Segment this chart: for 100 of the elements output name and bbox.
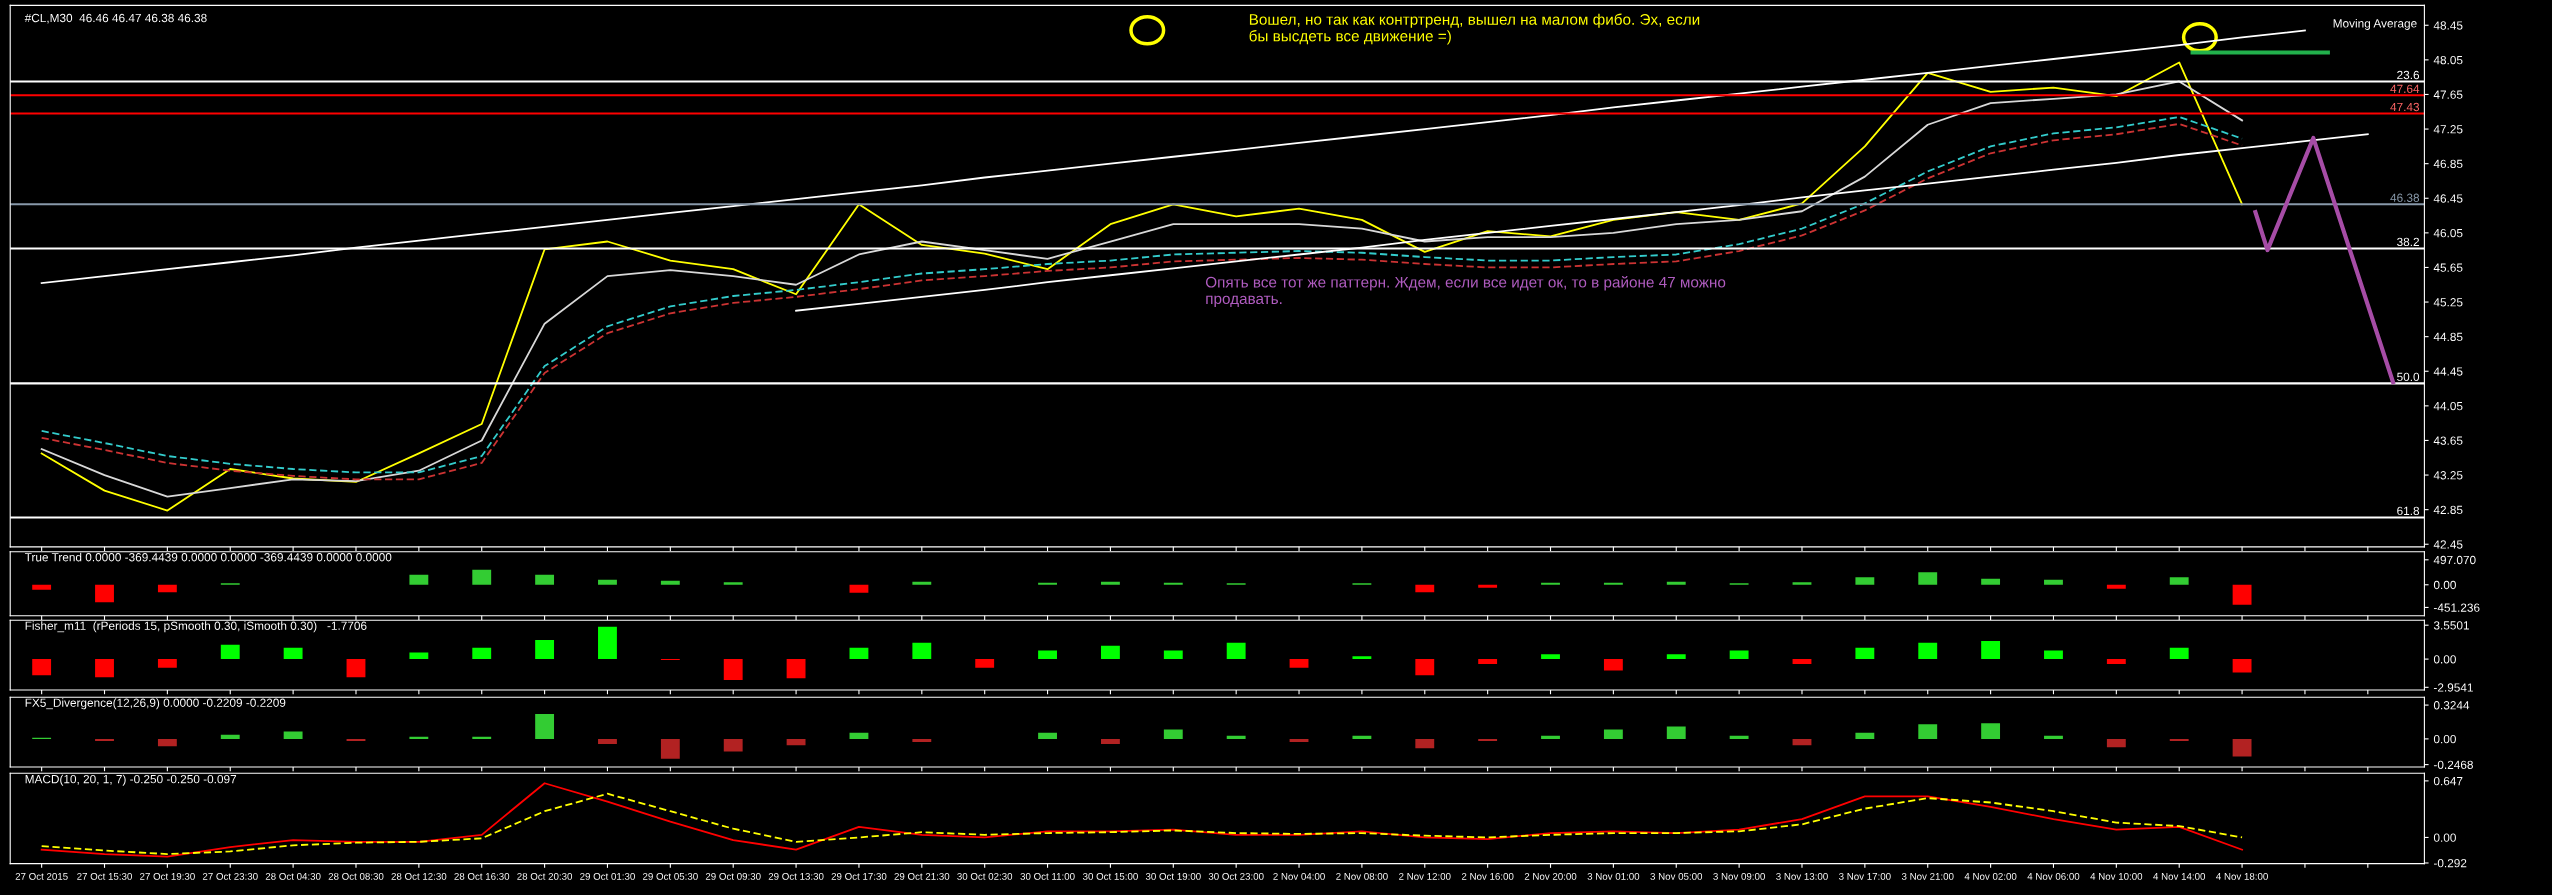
bar bbox=[1038, 732, 1057, 739]
bar bbox=[1101, 645, 1120, 660]
bar bbox=[346, 659, 366, 678]
ref-line-label: 47.64 bbox=[2390, 84, 2420, 93]
bar bbox=[1415, 659, 1435, 676]
y-tick-label: 47.65 bbox=[2433, 90, 2463, 99]
ref-line-label: 46.38 bbox=[2390, 193, 2420, 202]
bar bbox=[1226, 642, 1246, 660]
annotation: Moving Average bbox=[2333, 18, 2417, 30]
bar bbox=[912, 642, 932, 660]
bar bbox=[786, 738, 806, 746]
y-tick-label: 42.85 bbox=[2433, 505, 2463, 515]
bar bbox=[1981, 640, 2001, 660]
bar bbox=[849, 584, 869, 593]
x-tick-label: 29 Oct 09:30 bbox=[705, 872, 761, 880]
bar bbox=[849, 732, 869, 739]
annotation: 38.2 bbox=[2397, 237, 2419, 247]
bar bbox=[283, 647, 303, 660]
bar bbox=[1603, 582, 1623, 585]
bar bbox=[472, 736, 492, 739]
y-tick-label: 43.65 bbox=[2433, 436, 2463, 445]
x-tick-label: 4 Nov 06:00 bbox=[2027, 872, 2080, 880]
text: #CL,M30 46.46 46.47 46.38 46.38 bbox=[24, 13, 207, 24]
annotation: 50.0 bbox=[2397, 372, 2420, 382]
y-tick-label: 0.00 bbox=[2433, 655, 2456, 664]
x-tick-label: 27 Oct 19:30 bbox=[140, 872, 195, 880]
bar bbox=[723, 738, 743, 752]
bar bbox=[409, 736, 429, 739]
bar bbox=[1038, 650, 1057, 660]
x-tick-label: 30 Oct 15:00 bbox=[1082, 872, 1138, 880]
bar bbox=[2169, 647, 2189, 660]
y-tick-label: -0.2468 bbox=[2433, 760, 2473, 769]
bar bbox=[723, 659, 743, 681]
x-tick-label: 3 Nov 09:00 bbox=[1713, 872, 1765, 880]
bar bbox=[1541, 654, 1560, 660]
bar bbox=[1163, 582, 1183, 585]
y-tick-label: 44.05 bbox=[2433, 401, 2463, 411]
y-tick-label: 45.25 bbox=[2433, 298, 2463, 307]
bar bbox=[1101, 581, 1120, 585]
x-tick-label: 30 Oct 23:00 bbox=[1208, 872, 1264, 880]
y-tick-label: -2.9541 bbox=[2433, 683, 2473, 692]
bar bbox=[1918, 572, 1938, 585]
x-tick-label: 30 Oct 19:00 bbox=[1145, 872, 1201, 880]
x-tick-label: 2 Nov 08:00 bbox=[1336, 872, 1388, 880]
bar bbox=[723, 582, 743, 585]
bar bbox=[1792, 582, 1812, 585]
bar bbox=[32, 584, 52, 590]
y-tick-label: 0.647 bbox=[2433, 776, 2463, 786]
annotation: 61.8 bbox=[2397, 506, 2420, 516]
x-tick-label: 28 Oct 12:30 bbox=[391, 872, 447, 880]
bar bbox=[1163, 650, 1183, 660]
annotation: Опять все тот же паттерн. Ждем, если все идет ок, то в районе 47 можно продавать. bbox=[1205, 276, 1726, 308]
bar bbox=[1729, 650, 1749, 660]
x-tick-label: 30 Oct 11:00 bbox=[1020, 872, 1075, 880]
bar bbox=[157, 584, 177, 593]
bar bbox=[1415, 738, 1435, 749]
bar bbox=[409, 574, 429, 585]
bar bbox=[535, 713, 555, 739]
bar bbox=[1666, 581, 1686, 585]
bar bbox=[2106, 584, 2126, 589]
bar bbox=[1289, 659, 1309, 668]
bar bbox=[598, 626, 617, 660]
x-tick-label: 3 Nov 17:00 bbox=[1839, 872, 1891, 880]
x-tick-label: 2 Nov 16:00 bbox=[1461, 872, 1514, 880]
y-tick-label: -451.236 bbox=[2433, 603, 2480, 612]
line-series bbox=[40, 792, 2243, 855]
ref-line-label: 47.43 bbox=[2390, 102, 2420, 112]
y-tick-label: 44.45 bbox=[2433, 367, 2463, 376]
y-tick-label: 0.3244 bbox=[2433, 701, 2470, 710]
bar bbox=[220, 644, 240, 660]
x-tick-label: 3 Nov 01:00 bbox=[1587, 872, 1640, 880]
y-tick-label: 3.5501 bbox=[2433, 621, 2469, 630]
y-tick-label: 44.85 bbox=[2433, 332, 2463, 342]
bar bbox=[157, 659, 177, 668]
x-tick-label: 4 Nov 10:00 bbox=[2090, 872, 2143, 880]
y-tick-label: 0.00 bbox=[2433, 833, 2456, 842]
bar bbox=[1101, 738, 1120, 745]
bar bbox=[1918, 642, 1938, 660]
bar bbox=[472, 569, 492, 585]
y-tick-label: 46.85 bbox=[2433, 159, 2463, 169]
bar bbox=[598, 738, 617, 745]
x-tick-label: 2 Nov 12:00 bbox=[1399, 872, 1451, 880]
bar bbox=[1415, 584, 1435, 593]
x-tick-label: 29 Oct 01:30 bbox=[580, 872, 635, 880]
bar bbox=[220, 734, 240, 739]
y-tick-label: 48.45 bbox=[2433, 21, 2463, 30]
bar bbox=[786, 659, 806, 679]
bar bbox=[1603, 729, 1623, 739]
annotation: 23.6 bbox=[2397, 70, 2420, 80]
bar bbox=[912, 738, 932, 743]
bar bbox=[1478, 738, 1498, 741]
bar bbox=[1352, 656, 1372, 660]
bar bbox=[1289, 738, 1309, 743]
bar bbox=[1792, 659, 1812, 664]
bar bbox=[1729, 735, 1749, 739]
bar bbox=[1541, 582, 1560, 585]
x-tick-label: 29 Oct 21:30 bbox=[894, 872, 950, 880]
chart-title: True Trend 0.0000 -369.4439 0.0000 0.0000 -369.4439 0.0000 0.0000 bbox=[24, 552, 392, 562]
y-tick-label: 45.65 bbox=[2433, 263, 2463, 272]
bar bbox=[1163, 729, 1183, 739]
